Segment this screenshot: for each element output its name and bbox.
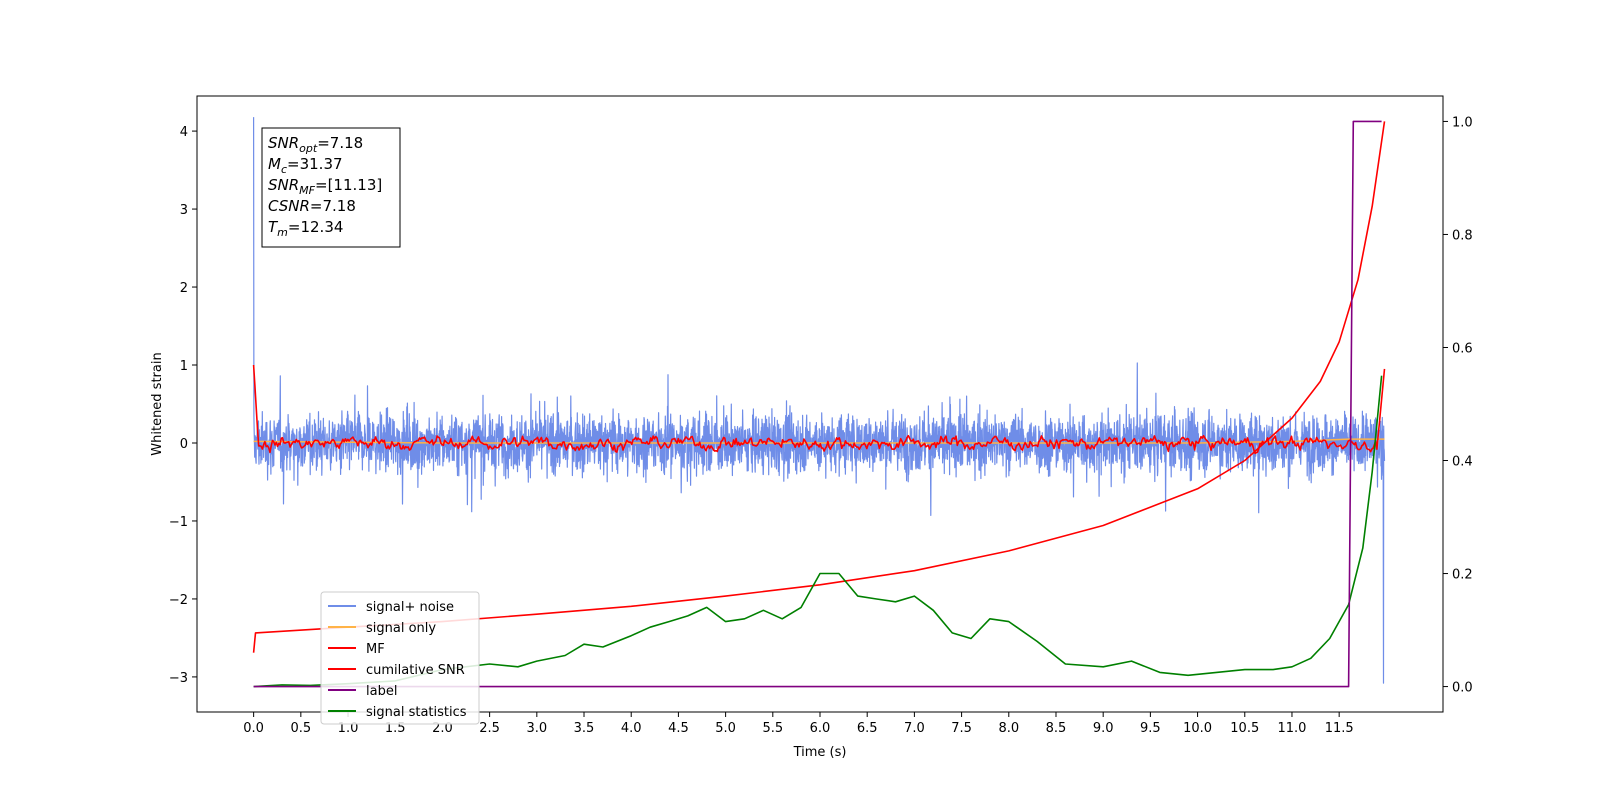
stats-annotation-box: SNRopt=7.18Mc=31.37SNRMF=[11.13]CSNR=7.1… [261, 127, 401, 248]
series-line-mf [252, 364, 1386, 455]
y-tick-label: 0 [180, 437, 188, 452]
x-tick-label: 2.0 [432, 721, 453, 736]
y2-tick-label: 0.0 [1452, 681, 1473, 696]
y-tick-label: 3 [180, 203, 188, 218]
legend-label: signal statistics [366, 705, 467, 720]
series-line-label [253, 120, 1382, 688]
y-tick-label: 1 [180, 359, 188, 374]
x-tick-label: 5.0 [715, 721, 736, 736]
annotation-line: SNRopt=7.18 [268, 134, 363, 155]
x-axis-title: Time (s) [793, 745, 847, 760]
y2-tick-label: 0.8 [1452, 228, 1473, 243]
x-tick-label: 6.0 [810, 721, 831, 736]
y-axis-left: 4 3 2 1 0 −1 −2 −3 [169, 125, 197, 686]
x-tick-label: 8.0 [998, 721, 1019, 736]
x-tick-label: 9.0 [1093, 721, 1114, 736]
x-tick-label: 0.0 [243, 721, 264, 736]
x-tick-label: 1.5 [385, 721, 406, 736]
x-tick-label: 6.5 [857, 721, 878, 736]
x-tick-label: 4.5 [668, 721, 689, 736]
x-tick-label: 9.5 [1140, 721, 1161, 736]
y-tick-label: −1 [169, 515, 188, 530]
x-tick-label: 3.0 [526, 721, 547, 736]
x-axis: 0.0 0.5 1.0 1.5 2.0 2.5 3.0 3.5 4.0 4.5 5.0 5.5 6.0 6… [243, 712, 1354, 736]
x-tick-label: 10.5 [1230, 721, 1259, 736]
x-tick-label: 0.5 [290, 721, 311, 736]
x-tick-label: 3.5 [574, 721, 595, 736]
x-tick-label: 7.5 [951, 721, 972, 736]
annotation-line: CSNR=7.18 [268, 197, 356, 215]
x-tick-label: 2.5 [479, 721, 500, 736]
y-tick-label: 4 [180, 125, 188, 140]
annotation-line: Mc=31.37 [268, 155, 343, 176]
legend-label: label [366, 684, 397, 699]
annotation-frame [261, 127, 401, 248]
annotation-line: Tm=12.34 [268, 218, 343, 239]
x-tick-label: 7.0 [904, 721, 925, 736]
annotation-line: SNRMF=[11.13] [268, 176, 382, 197]
x-tick-label: 1.0 [338, 721, 359, 736]
y-axis-right: 1.0 0.8 0.6 0.4 0.2 0.0 [1443, 115, 1473, 696]
y2-tick-label: 0.6 [1452, 341, 1473, 356]
legend-label: signal+ noise [366, 600, 454, 615]
y2-tick-label: 1.0 [1452, 115, 1473, 130]
series-line-signal-statistics [253, 375, 1383, 688]
legend-label: MF [366, 642, 385, 657]
legend-frame [320, 591, 480, 725]
y-tick-label: 2 [180, 281, 188, 296]
y2-tick-label: 0.2 [1452, 568, 1473, 583]
x-tick-label: 4.0 [621, 721, 642, 736]
x-tick-label: 5.5 [762, 721, 783, 736]
y2-tick-label: 0.4 [1452, 455, 1473, 470]
legend-label: signal only [366, 621, 436, 636]
y-tick-label: −2 [169, 593, 188, 608]
legend: signal+ noise signal only MF cumilative SNR… [320, 591, 480, 725]
x-tick-label: 11.0 [1277, 721, 1306, 736]
x-tick-label: 11.5 [1325, 721, 1354, 736]
y-tick-label: −3 [169, 671, 188, 686]
x-tick-label: 8.5 [1046, 721, 1067, 736]
y-axis-title: Whitened strain [150, 352, 165, 455]
legend-label: cumilative SNR [366, 663, 465, 678]
x-tick-label: 10.0 [1183, 721, 1212, 736]
